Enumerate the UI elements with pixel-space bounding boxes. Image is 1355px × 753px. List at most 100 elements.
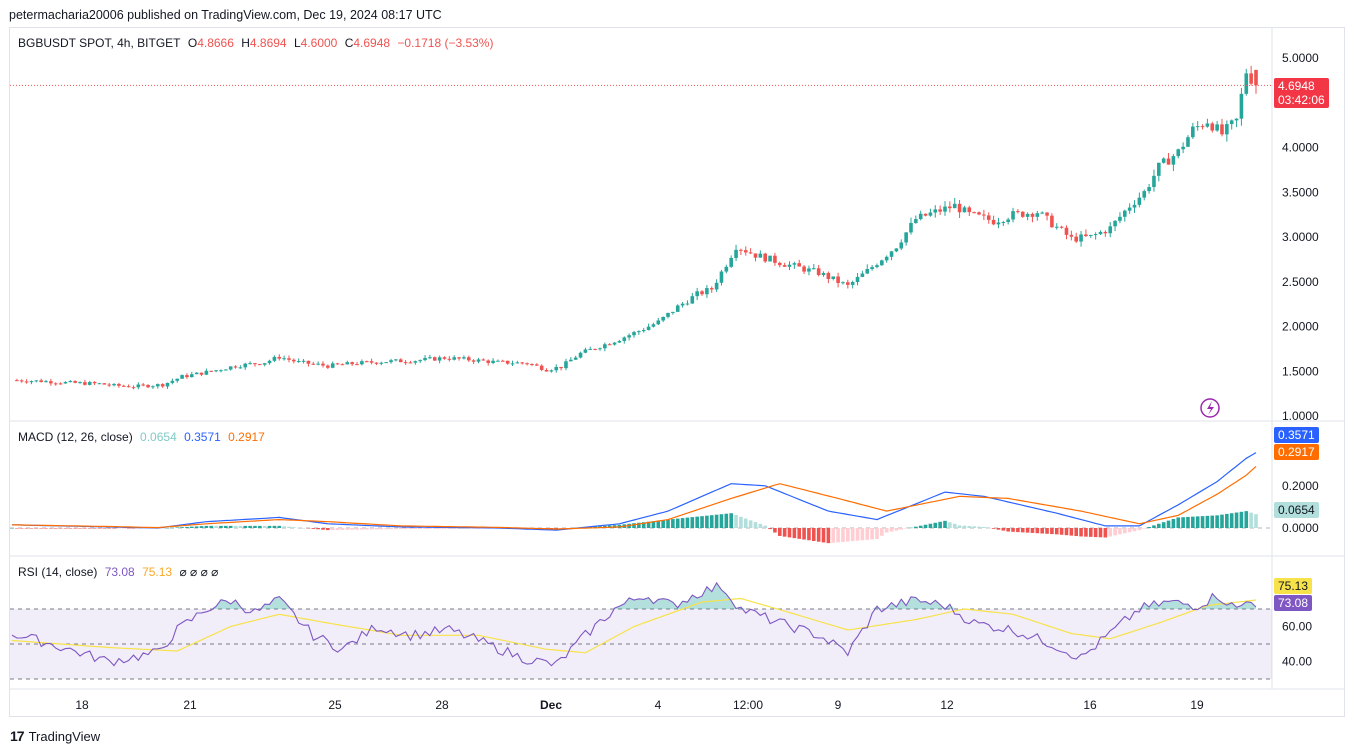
candle-body bbox=[719, 271, 724, 283]
candle-body bbox=[972, 212, 976, 214]
macd-histogram-bar bbox=[306, 528, 311, 529]
candle-body bbox=[447, 358, 452, 360]
macd-histogram-bar bbox=[802, 528, 806, 540]
macd-histogram-bar bbox=[1030, 528, 1035, 533]
macd-histogram-bar bbox=[160, 528, 165, 529]
candle-body bbox=[875, 265, 879, 268]
price-tick-label-1: 4.0000 bbox=[1282, 141, 1319, 155]
candle-body bbox=[141, 384, 146, 386]
lightning-icon bbox=[1200, 398, 1220, 418]
macd-histogram-bar bbox=[724, 513, 729, 528]
macd-histogram-bar bbox=[1069, 528, 1074, 536]
rsi-options-icons[interactable]: ⌀ ⌀ ⌀ ⌀ bbox=[179, 565, 219, 579]
candle-body bbox=[641, 330, 646, 332]
candle-body bbox=[680, 303, 685, 306]
candle-body bbox=[792, 263, 797, 265]
candle-body bbox=[884, 256, 889, 261]
macd-histogram-bar bbox=[277, 525, 282, 528]
candle-body bbox=[267, 360, 272, 364]
macd-histogram-bar bbox=[131, 528, 136, 529]
candle-body bbox=[666, 312, 670, 317]
macd-histogram-bar bbox=[894, 528, 899, 531]
time-tick-label-7: 9 bbox=[835, 698, 842, 712]
candle-body bbox=[1020, 211, 1025, 217]
macd-signal-value: 0.2917 bbox=[228, 430, 265, 444]
candle-body bbox=[379, 362, 384, 364]
macd-histogram-bar bbox=[68, 528, 73, 529]
macd-histogram-bar bbox=[432, 528, 437, 529]
macd-histogram-bar bbox=[107, 528, 111, 529]
candle-body bbox=[797, 263, 802, 267]
candle-body bbox=[559, 366, 563, 369]
macd-histogram-bar bbox=[350, 528, 354, 530]
time-tick-label-8: 12 bbox=[940, 698, 954, 712]
open-label: O bbox=[187, 36, 198, 50]
candle-body bbox=[199, 372, 204, 375]
macd-histogram-bar bbox=[1103, 528, 1108, 538]
price-tick-label-5: 2.0000 bbox=[1282, 320, 1319, 334]
macd-histogram-bar bbox=[316, 528, 320, 530]
macd-histogram-bar bbox=[632, 523, 636, 528]
candle-body bbox=[146, 384, 150, 388]
macd-histogram-bar bbox=[413, 528, 418, 529]
macd-histogram-bar bbox=[292, 527, 296, 528]
candle-body bbox=[952, 203, 957, 209]
candle-body bbox=[29, 381, 34, 383]
candle-body bbox=[238, 367, 243, 369]
candle-body bbox=[525, 363, 529, 365]
candle-body bbox=[63, 381, 68, 384]
macd-histogram-bar bbox=[773, 528, 777, 533]
macd-histogram-bar bbox=[408, 528, 413, 530]
candle-body bbox=[491, 360, 495, 363]
rsi-value-tag: 73.08 bbox=[1274, 595, 1313, 611]
candle-body bbox=[1234, 118, 1239, 121]
chart-svg[interactable]: 5.0000 4.0000 3.5000 3.0000 2.5000 2.0000 1.50… bbox=[10, 28, 1344, 716]
candle-body bbox=[53, 383, 58, 385]
candle-body bbox=[787, 264, 792, 267]
close-value: 4.6948 bbox=[353, 36, 391, 50]
candle-body bbox=[272, 356, 277, 361]
macd-histogram-bar bbox=[394, 528, 398, 530]
macd-histogram-bar bbox=[641, 522, 646, 528]
candle-body bbox=[1064, 227, 1069, 235]
candle-body bbox=[1161, 158, 1166, 163]
macd-histogram-bar bbox=[656, 520, 661, 528]
macd-histogram-bar bbox=[73, 528, 77, 529]
candle-body bbox=[58, 383, 63, 385]
macd-histogram-bar bbox=[185, 526, 189, 528]
candle-body bbox=[603, 344, 607, 349]
candle-body bbox=[316, 363, 320, 365]
macd-histogram-bar bbox=[1225, 513, 1229, 528]
candle-body bbox=[437, 357, 442, 361]
candle-body bbox=[49, 381, 53, 384]
macd-histogram-bar bbox=[1254, 514, 1258, 528]
candle-body bbox=[403, 362, 408, 364]
candle-body bbox=[292, 359, 296, 362]
macd-line-tag: 0.3571 bbox=[1274, 427, 1319, 443]
candle-body bbox=[1157, 162, 1161, 176]
candle-body bbox=[777, 262, 782, 266]
macd-histogram-bar bbox=[214, 525, 218, 528]
tradingview-logo[interactable]: 17 TradingView bbox=[10, 728, 100, 744]
macd-histogram-bar bbox=[1054, 528, 1059, 535]
rsi-label[interactable]: RSI (14, close) bbox=[18, 565, 98, 579]
candle-body bbox=[121, 385, 126, 387]
macd-histogram-bar bbox=[258, 525, 262, 528]
last-price-value: 4.6948 bbox=[1278, 79, 1315, 93]
candle-body bbox=[360, 361, 364, 365]
macd-histogram-bar bbox=[1147, 526, 1151, 528]
symbol-label[interactable]: BGBUSDT SPOT, 4h, BITGET bbox=[18, 36, 181, 50]
macd-histogram-bar bbox=[24, 528, 29, 529]
macd-histogram-bar bbox=[165, 527, 170, 529]
candle-body bbox=[185, 375, 189, 378]
candle-body bbox=[632, 332, 636, 336]
candle-body bbox=[996, 222, 1001, 225]
candle-body bbox=[155, 384, 160, 387]
macd-label[interactable]: MACD (12, 26, close) bbox=[18, 430, 133, 444]
candle-body bbox=[131, 387, 136, 389]
candle-body bbox=[1025, 213, 1030, 217]
macd-histogram-bar bbox=[700, 516, 704, 528]
candle-body bbox=[1093, 234, 1098, 236]
candle-body bbox=[1225, 124, 1229, 135]
candle-body bbox=[233, 366, 238, 368]
